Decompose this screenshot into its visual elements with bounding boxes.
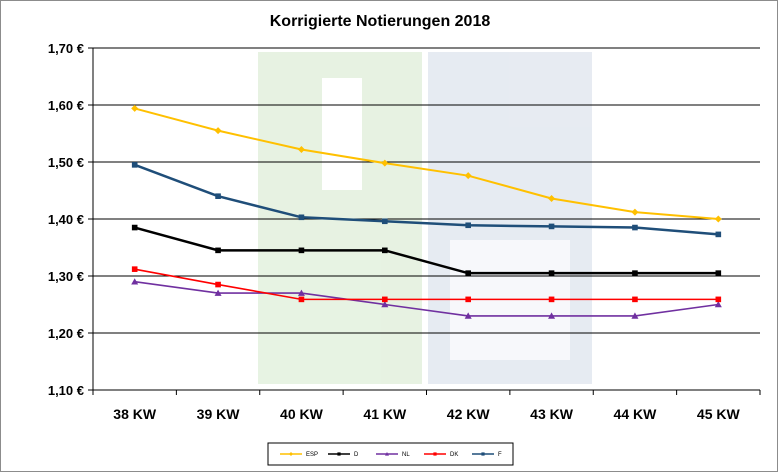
- data-point: [465, 222, 471, 229]
- legend-label: NL: [402, 452, 410, 458]
- x-tick-label: 38 KW: [113, 406, 157, 422]
- data-point: [297, 145, 305, 153]
- data-point: [548, 194, 556, 202]
- legend-swatch-marker: [337, 452, 341, 456]
- legend-item-d: D: [328, 452, 359, 458]
- data-point: [548, 296, 555, 303]
- chart-title: Korrigierte Notierungen 2018: [270, 13, 491, 30]
- data-point: [631, 312, 639, 319]
- data-point: [715, 270, 722, 276]
- legend-swatch-marker: [481, 452, 485, 456]
- data-point: [464, 172, 472, 180]
- series-nl: [131, 278, 722, 319]
- data-point: [382, 247, 388, 254]
- data-point: [297, 289, 305, 296]
- legend: ESP D NL DK F: [267, 442, 514, 466]
- x-tick-label: 45 KW: [697, 406, 741, 422]
- data-point: [214, 127, 222, 135]
- x-tick-label: 39 KW: [197, 406, 241, 422]
- y-tick-label: 1,20 €: [48, 326, 84, 341]
- series-d: [131, 224, 722, 276]
- data-point: [465, 270, 471, 276]
- data-point: [298, 296, 305, 303]
- x-tick-label: 41 KW: [363, 406, 407, 422]
- data-point: [131, 278, 139, 285]
- legend-label: F: [498, 452, 502, 458]
- data-point: [298, 214, 305, 221]
- series-line: [134, 226, 719, 275]
- y-axis-ticks: 1,10 € 1,20 € 1,30 € 1,40 € 1,50 € 1,60 € 1,70…: [48, 41, 93, 398]
- y-tick-label: 1,60 €: [48, 98, 84, 113]
- series-line: [134, 280, 719, 317]
- legend-label: DK: [450, 452, 458, 458]
- x-axis-ticks: 38 KW 39 KW 40 KW 41 KW 42 KW 43 KW 44 KW 45 KW: [92, 390, 761, 422]
- legend-swatch-marker: [385, 452, 389, 456]
- legend-item-dk: DK: [424, 452, 458, 458]
- data-point: [548, 270, 555, 276]
- series-line: [134, 163, 719, 236]
- legend-swatch-marker: [433, 452, 437, 456]
- data-point: [714, 301, 722, 308]
- watermark-letter-i: [322, 78, 362, 190]
- x-tick-label: 44 KW: [614, 406, 658, 422]
- data-point: [631, 208, 639, 216]
- data-point: [548, 312, 556, 319]
- watermark-blue-panel: [428, 52, 592, 384]
- data-point: [131, 224, 138, 231]
- series-esp: [131, 104, 722, 223]
- data-point: [298, 247, 305, 254]
- data-point: [381, 159, 389, 167]
- y-tick-label: 1,70 €: [48, 41, 84, 56]
- data-point: [464, 312, 472, 319]
- data-point: [714, 215, 722, 223]
- data-point: [715, 296, 722, 303]
- data-point: [548, 223, 555, 230]
- data-point: [632, 270, 638, 276]
- x-tick-label: 42 KW: [447, 406, 491, 422]
- data-point: [215, 247, 221, 254]
- data-point: [381, 301, 389, 308]
- series-dk: [131, 266, 722, 303]
- legend-label: D: [354, 452, 359, 458]
- legend-label: ESP: [306, 452, 318, 458]
- series-line: [134, 107, 719, 220]
- y-tick-label: 1,30 €: [48, 269, 84, 284]
- y-tick-label: 1,50 €: [48, 155, 84, 170]
- data-point: [131, 266, 138, 272]
- series-f: [131, 162, 722, 238]
- x-tick-label: 43 KW: [530, 406, 574, 422]
- data-point: [382, 296, 388, 303]
- data-point: [131, 162, 138, 168]
- gridlines: [93, 47, 760, 391]
- data-point: [215, 193, 221, 199]
- data-point: [214, 289, 222, 296]
- series-line: [134, 268, 719, 301]
- axes: [92, 48, 760, 391]
- data-point: [465, 296, 471, 303]
- data-point: [382, 218, 388, 225]
- legend-item-f: F: [472, 452, 502, 458]
- series-lines: [131, 104, 722, 319]
- legend-swatch-marker: [289, 452, 293, 456]
- legend-item-esp: ESP: [280, 452, 318, 458]
- x-tick-label: 40 KW: [280, 406, 324, 422]
- y-tick-label: 1,40 €: [48, 212, 84, 227]
- y-tick-label: 1,10 €: [48, 383, 84, 398]
- data-point: [632, 296, 638, 303]
- data-point: [715, 231, 722, 238]
- legend-item-nl: NL: [376, 452, 410, 458]
- data-point: [131, 104, 139, 112]
- data-point: [215, 281, 221, 288]
- data-point: [632, 224, 638, 231]
